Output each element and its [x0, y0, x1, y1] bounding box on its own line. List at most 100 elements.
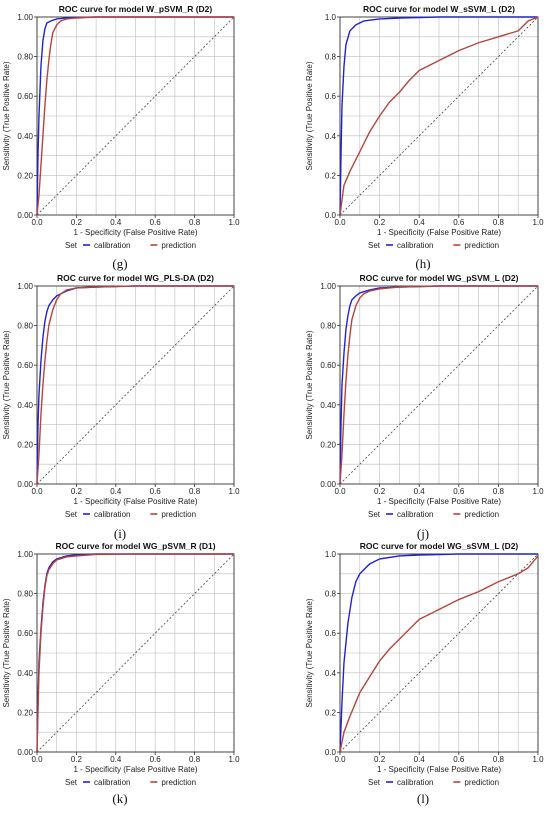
y-axis-label: Sensitivity (True Positive Rate) [305, 598, 314, 707]
panel-label: (g) [112, 256, 127, 271]
y-tick-label: 0.80 [17, 322, 33, 331]
legend: Set calibration prediction [368, 510, 499, 519]
series-line-prediction [36, 553, 234, 753]
x-tick-label: 0.8 [493, 755, 505, 764]
roc-panel-5: ROC curve for model WG_pSVM_R (D1) 0.0 0.2… [2, 526, 240, 787]
x-tick-label: 0.6 [150, 218, 162, 227]
y-tick-label: 0.60 [17, 361, 33, 370]
x-tick-label: 0.8 [189, 218, 201, 227]
y-tick-label: 0.00 [320, 480, 336, 489]
y-tick-label: 0.6 [325, 629, 337, 638]
chart-title: ROC curve for model W_sSVM_L (D2) [363, 4, 515, 14]
x-tick-label: 0.2 [374, 218, 386, 227]
y-tick-label: 0.6 [325, 92, 337, 101]
legend-label-prediction: prediction [464, 241, 499, 250]
y-tick-label: 0.4 [325, 669, 337, 678]
x-tick-label: 0.2 [71, 487, 83, 496]
series-line-calibration [339, 553, 538, 753]
x-tick-label: 0.4 [414, 487, 426, 496]
y-tick-label: 0.00 [17, 480, 33, 489]
y-tick-label: 0.20 [17, 171, 33, 180]
x-axis-label: 1 - Specificity (False Positive Rate) [377, 765, 501, 774]
chance-diagonal-line [36, 285, 235, 485]
legend-label-calibration: calibration [94, 510, 130, 519]
chance-diagonal-line [36, 553, 235, 753]
x-tick-label: 0.4 [110, 218, 122, 227]
y-tick-label: 0.20 [17, 708, 33, 717]
roc-panel-4: ROC curve for model WG_pSVM_L (D2) 0.0 0.2… [305, 256, 544, 519]
legend: Set calibration prediction [65, 778, 196, 787]
y-tick-label: 0.4 [325, 132, 337, 141]
x-tick-label: 0.0 [31, 755, 43, 764]
y-axis-label: Sensitivity (True Positive Rate) [2, 61, 11, 170]
legend-label-prediction: prediction [464, 510, 499, 519]
x-tick-label: 1.0 [532, 487, 544, 496]
chart-title: ROC curve for model W_pSVM_R (D2) [59, 4, 213, 14]
y-axis-label: Sensitivity (True Positive Rate) [2, 330, 11, 439]
chart-title: ROC curve for model WG_PLS-DA (D2) [57, 273, 214, 283]
y-tick-label: 0.40 [17, 132, 33, 141]
x-tick-label: 0.6 [453, 755, 465, 764]
legend-label-calibration: calibration [397, 241, 433, 250]
legend-title: Set [65, 510, 78, 519]
y-axis-label: Sensitivity (True Positive Rate) [305, 330, 314, 439]
y-tick-label: 0.60 [17, 629, 33, 638]
roc-panel-6: ROC curve for model WG_sSVM_L (D2) 0.0 0.2… [305, 526, 544, 787]
series-line-calibration [339, 16, 538, 216]
chart-title: ROC curve for model WG_pSVM_L (D2) [359, 273, 518, 283]
y-tick-label: 0.00 [17, 211, 33, 220]
x-tick-label: 0.6 [453, 487, 465, 496]
panel-label: (k) [112, 791, 127, 806]
chance-diagonal-line [339, 285, 539, 485]
legend-title: Set [368, 510, 381, 519]
legend-label-calibration: calibration [94, 778, 130, 787]
y-tick-label: 0.60 [17, 92, 33, 101]
y-tick-label: 0.80 [17, 53, 33, 62]
x-tick-label: 1.0 [532, 218, 544, 227]
x-tick-label: 0.6 [453, 218, 465, 227]
series-line-prediction [36, 16, 234, 216]
x-tick-label: 0.4 [110, 755, 122, 764]
x-tick-label: 0.2 [71, 218, 83, 227]
x-tick-label: 0.0 [334, 487, 346, 496]
x-tick-label: 0.8 [493, 487, 505, 496]
chance-diagonal-line [339, 553, 539, 753]
legend: Set calibration prediction [65, 241, 196, 250]
x-tick-label: 0.0 [334, 755, 346, 764]
panel-label: (h) [415, 256, 430, 271]
panel-label: (l) [417, 791, 429, 806]
legend: Set calibration prediction [65, 510, 196, 519]
legend-title: Set [65, 241, 78, 250]
panel-label: (j) [417, 526, 429, 541]
x-axis-label: 1 - Specificity (False Positive Rate) [377, 497, 501, 506]
series-line-prediction [339, 16, 539, 216]
y-tick-label: 1.00 [17, 282, 33, 291]
y-axis-label: Sensitivity (True Positive Rate) [305, 61, 314, 170]
y-tick-label: 0.40 [17, 401, 33, 410]
y-tick-label: 0.0 [325, 211, 337, 220]
legend-label-prediction: prediction [161, 241, 196, 250]
x-tick-label: 1.0 [532, 755, 544, 764]
y-tick-label: 1.0 [325, 550, 337, 559]
y-axis-label: Sensitivity (True Positive Rate) [2, 598, 11, 707]
y-tick-label: 0.40 [320, 401, 336, 410]
x-tick-label: 1.0 [228, 487, 240, 496]
legend: Set calibration prediction [368, 778, 499, 787]
chance-diagonal-line [36, 16, 235, 216]
roc-panel-2: ROC curve for model W_sSVM_L (D2) 0.0 0.2 0… [305, 4, 544, 250]
legend-label-calibration: calibration [94, 241, 130, 250]
x-axis-label: 1 - Specificity (False Positive Rate) [73, 228, 197, 237]
x-tick-label: 0.8 [189, 487, 201, 496]
y-tick-label: 1.00 [17, 550, 33, 559]
x-tick-label: 0.4 [110, 487, 122, 496]
x-tick-label: 0.6 [150, 755, 162, 764]
roc-panel-1: ROC curve for model W_pSVM_R (D2)0.0 0.2 0… [2, 4, 240, 250]
legend-label-calibration: calibration [397, 778, 433, 787]
x-tick-label: 0.2 [71, 755, 83, 764]
series-line-prediction [36, 285, 234, 485]
x-axis-label: 1 - Specificity (False Positive Rate) [377, 228, 501, 237]
y-tick-label: 0.20 [17, 440, 33, 449]
x-tick-label: 0.2 [374, 755, 386, 764]
legend-title: Set [65, 778, 78, 787]
x-tick-label: 0.0 [334, 218, 346, 227]
